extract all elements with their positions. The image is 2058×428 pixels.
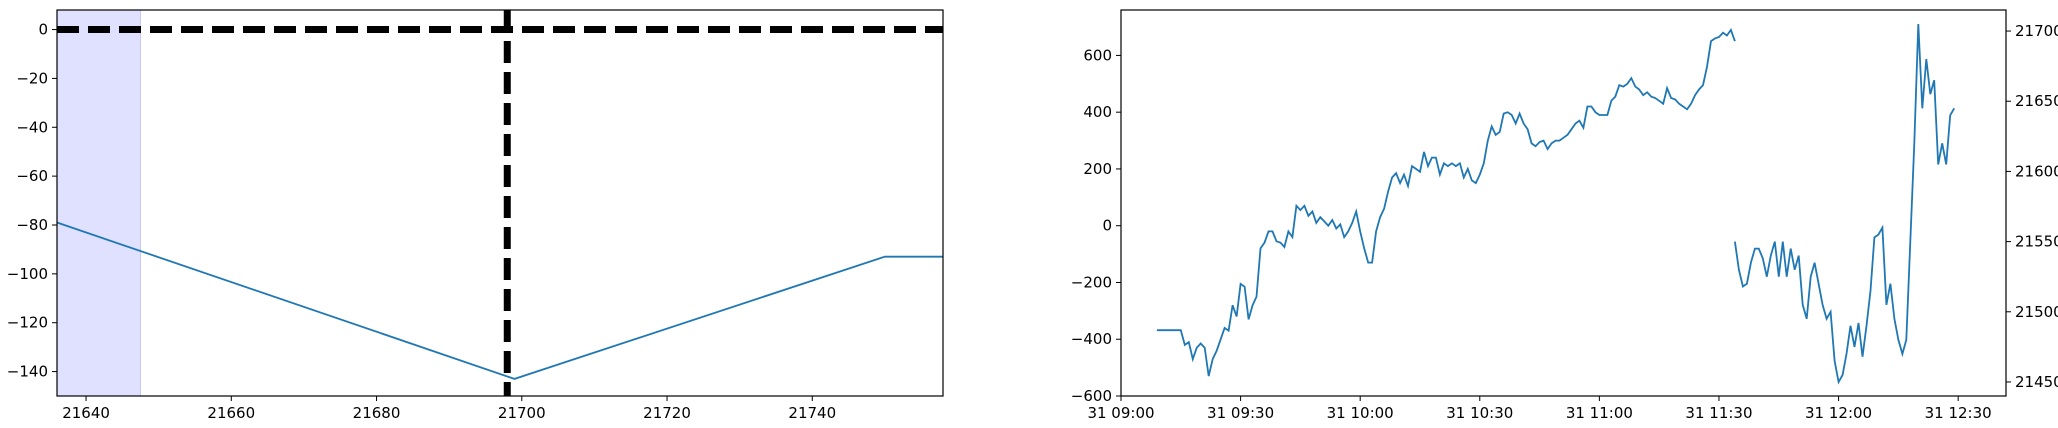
y-left-tick-label: 600 bbox=[1083, 46, 1112, 64]
y-right-tick-label: 21550 bbox=[2015, 233, 2058, 251]
y-tick-label: −80 bbox=[16, 216, 48, 234]
x-tick-label: 31 10:00 bbox=[1327, 404, 1394, 422]
y-left-tick-label: −200 bbox=[1071, 273, 1112, 291]
x-tick-label: 31 10:30 bbox=[1446, 404, 1513, 422]
x-tick-label: 21700 bbox=[498, 404, 546, 422]
y-left-tick-label: −600 bbox=[1071, 387, 1112, 405]
shaded-span bbox=[56, 9, 142, 397]
y-tick-label: −140 bbox=[7, 363, 48, 381]
y-right-tick-label: 21450 bbox=[2015, 373, 2058, 391]
x-tick-label: 31 09:30 bbox=[1207, 404, 1274, 422]
x-tick-label: 21740 bbox=[788, 404, 836, 422]
y-right-tick-label: 21500 bbox=[2015, 303, 2058, 321]
y-right-tick-label: 21700 bbox=[2015, 22, 2058, 40]
plot-frame bbox=[56, 9, 944, 397]
y-left-tick-label: 400 bbox=[1083, 103, 1112, 121]
x-tick-label: 21660 bbox=[207, 404, 255, 422]
y-tick-label: −120 bbox=[7, 314, 48, 332]
series-line-left bbox=[1156, 27, 1736, 377]
y-tick-label: −40 bbox=[16, 118, 48, 136]
x-tick-label: 21720 bbox=[643, 404, 691, 422]
y-left-tick-label: −400 bbox=[1071, 330, 1112, 348]
x-tick-label: 21680 bbox=[353, 404, 401, 422]
series-line-0 bbox=[56, 221, 943, 380]
chart-left: 21640 21660 21680 21700 21720 21740 0 −20 −40 −60… bbox=[7, 9, 944, 422]
x-tick-label: 31 11:00 bbox=[1566, 404, 1633, 422]
y-tick-label: −60 bbox=[16, 167, 48, 185]
y-left-tick-label: 0 bbox=[1102, 217, 1112, 235]
y-right-tick-label: 21650 bbox=[2015, 92, 2058, 110]
series-line-right bbox=[1734, 23, 1955, 385]
y-tick-label: 0 bbox=[38, 21, 48, 39]
chart-right: 31 09:00 31 09:30 31 10:00 31 10:30 31 11:00… bbox=[1071, 9, 2058, 422]
x-tick-label: 21640 bbox=[62, 404, 110, 422]
x-tick-label: 31 09:00 bbox=[1087, 404, 1154, 422]
y-right-tick-label: 21600 bbox=[2015, 162, 2058, 180]
x-tick-label: 31 11:30 bbox=[1685, 404, 1752, 422]
plot-frame bbox=[1120, 9, 2007, 397]
x-tick-label: 31 12:00 bbox=[1805, 404, 1872, 422]
x-tick-label: 31 12:30 bbox=[1925, 404, 1992, 422]
y-tick-label: −100 bbox=[7, 265, 48, 283]
y-left-tick-label: 200 bbox=[1083, 160, 1112, 178]
y-tick-label: −20 bbox=[16, 69, 48, 87]
